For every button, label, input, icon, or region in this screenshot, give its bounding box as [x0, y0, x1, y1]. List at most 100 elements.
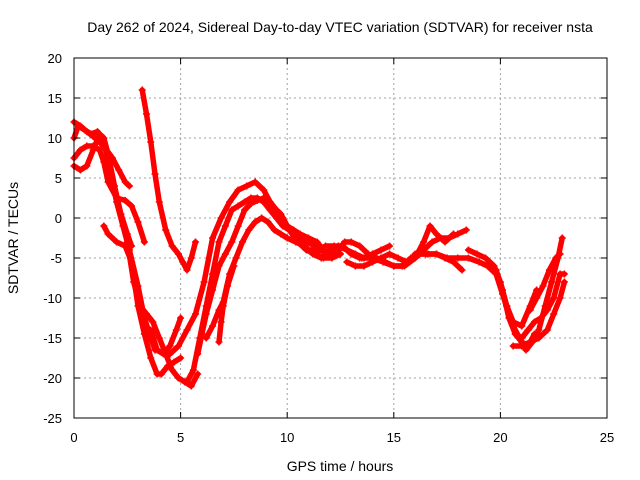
data-point	[243, 182, 251, 190]
data-point	[279, 214, 287, 222]
data-point	[234, 202, 242, 210]
y-tick-label: -25	[43, 411, 62, 426]
data-point	[294, 234, 302, 242]
data-point	[215, 238, 223, 246]
data-point	[168, 242, 176, 250]
data-point	[187, 254, 195, 262]
data-point	[241, 198, 249, 206]
data-point	[394, 254, 402, 262]
data-point	[443, 254, 451, 262]
data-point	[503, 302, 511, 310]
data-point	[379, 258, 387, 266]
x-tick-label: 0	[70, 430, 77, 445]
data-point	[550, 310, 558, 318]
data-point	[543, 326, 551, 334]
data-point	[386, 242, 394, 250]
y-tick-label: -10	[43, 291, 62, 306]
data-point	[422, 250, 430, 258]
data-point	[475, 258, 483, 266]
data-point	[198, 330, 206, 338]
data-point	[74, 122, 82, 130]
data-point	[326, 250, 334, 258]
data-point	[174, 250, 182, 258]
data-point	[155, 198, 163, 206]
data-point	[155, 334, 163, 342]
x-tick-label: 10	[280, 430, 294, 445]
y-tick-label: -15	[43, 331, 62, 346]
data-point	[518, 334, 526, 342]
y-axis-label: SDTVAR / TECUs	[5, 182, 21, 294]
data-point	[209, 286, 217, 294]
data-point	[192, 238, 200, 246]
data-point	[273, 206, 281, 214]
data-point	[351, 262, 359, 270]
data-point	[533, 294, 541, 302]
data-point	[170, 358, 178, 366]
data-point	[202, 334, 210, 342]
data-point	[426, 222, 434, 230]
data-point	[449, 230, 457, 238]
data-point	[174, 374, 182, 382]
data-point	[473, 250, 481, 258]
data-point	[522, 346, 530, 354]
data-point	[93, 128, 101, 136]
data-point	[147, 326, 155, 334]
data-point	[157, 370, 165, 378]
data-point	[550, 294, 558, 302]
data-point	[121, 178, 129, 186]
data-point	[232, 254, 240, 262]
data-point	[202, 310, 210, 318]
data-point	[245, 226, 253, 234]
data-point	[313, 238, 321, 246]
data-point	[462, 226, 470, 234]
data-point	[260, 186, 268, 194]
data-point	[300, 242, 308, 250]
y-tick-label: -5	[50, 251, 62, 266]
plot-frame	[73, 57, 608, 419]
data-point	[113, 198, 121, 206]
data-point	[454, 254, 462, 262]
data-point	[142, 310, 150, 318]
data-point	[147, 354, 155, 362]
data-point	[123, 238, 131, 246]
data-point	[341, 238, 349, 246]
data-point	[343, 246, 351, 254]
data-point	[217, 318, 225, 326]
data-point	[531, 318, 539, 326]
y-tick-label: 5	[55, 171, 62, 186]
data-point	[518, 322, 526, 330]
chart-title: Day 262 of 2024, Sidereal Day-to-day VTE…	[87, 19, 593, 35]
data-point	[347, 238, 355, 246]
data-point	[283, 234, 291, 242]
data-point	[209, 322, 217, 330]
data-point	[539, 282, 547, 290]
data-point	[420, 238, 428, 246]
data-point	[234, 186, 242, 194]
data-point	[260, 194, 268, 202]
data-point	[238, 238, 246, 246]
data-point	[119, 222, 127, 230]
grid	[74, 58, 607, 418]
data-point	[134, 218, 142, 226]
y-tick-label: 20	[48, 51, 62, 66]
data-point	[509, 318, 517, 326]
data-point	[548, 278, 556, 286]
data-point	[83, 142, 91, 150]
data-point	[486, 258, 494, 266]
data-point	[179, 258, 187, 266]
data-point	[128, 202, 136, 210]
x-tick-label: 25	[600, 430, 614, 445]
data-point	[556, 250, 564, 258]
data-point	[560, 278, 568, 286]
data-point	[149, 318, 157, 326]
data-point	[194, 350, 202, 358]
y-tick-label: 15	[48, 91, 62, 106]
data-point	[351, 250, 359, 258]
data-point	[464, 254, 472, 262]
data-point	[215, 338, 223, 346]
data-point	[76, 166, 84, 174]
data-point	[183, 378, 191, 386]
data-point	[499, 286, 507, 294]
data-point	[160, 350, 168, 358]
